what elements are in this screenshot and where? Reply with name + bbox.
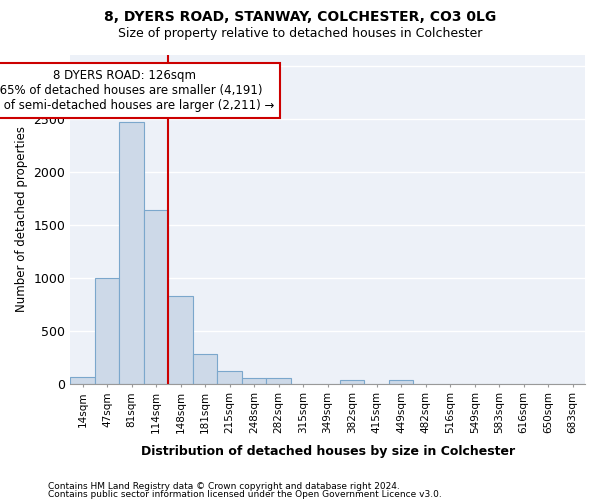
Text: Size of property relative to detached houses in Colchester: Size of property relative to detached ho… — [118, 28, 482, 40]
Bar — [389, 380, 413, 384]
Bar — [169, 296, 193, 384]
Text: 8, DYERS ROAD, STANWAY, COLCHESTER, CO3 0LG: 8, DYERS ROAD, STANWAY, COLCHESTER, CO3 … — [104, 10, 496, 24]
Text: 8 DYERS ROAD: 126sqm
← 65% of detached houses are smaller (4,191)
34% of semi-de: 8 DYERS ROAD: 126sqm ← 65% of detached h… — [0, 69, 274, 112]
Bar — [70, 378, 95, 384]
Bar — [266, 378, 291, 384]
Bar — [340, 380, 364, 384]
Bar — [144, 210, 169, 384]
X-axis label: Distribution of detached houses by size in Colchester: Distribution of detached houses by size … — [140, 444, 515, 458]
Y-axis label: Number of detached properties: Number of detached properties — [15, 126, 28, 312]
Bar — [217, 371, 242, 384]
Text: Contains public sector information licensed under the Open Government Licence v3: Contains public sector information licen… — [48, 490, 442, 499]
Bar — [242, 378, 266, 384]
Bar — [95, 278, 119, 384]
Text: Contains HM Land Registry data © Crown copyright and database right 2024.: Contains HM Land Registry data © Crown c… — [48, 482, 400, 491]
Bar — [119, 122, 144, 384]
Bar — [193, 354, 217, 384]
